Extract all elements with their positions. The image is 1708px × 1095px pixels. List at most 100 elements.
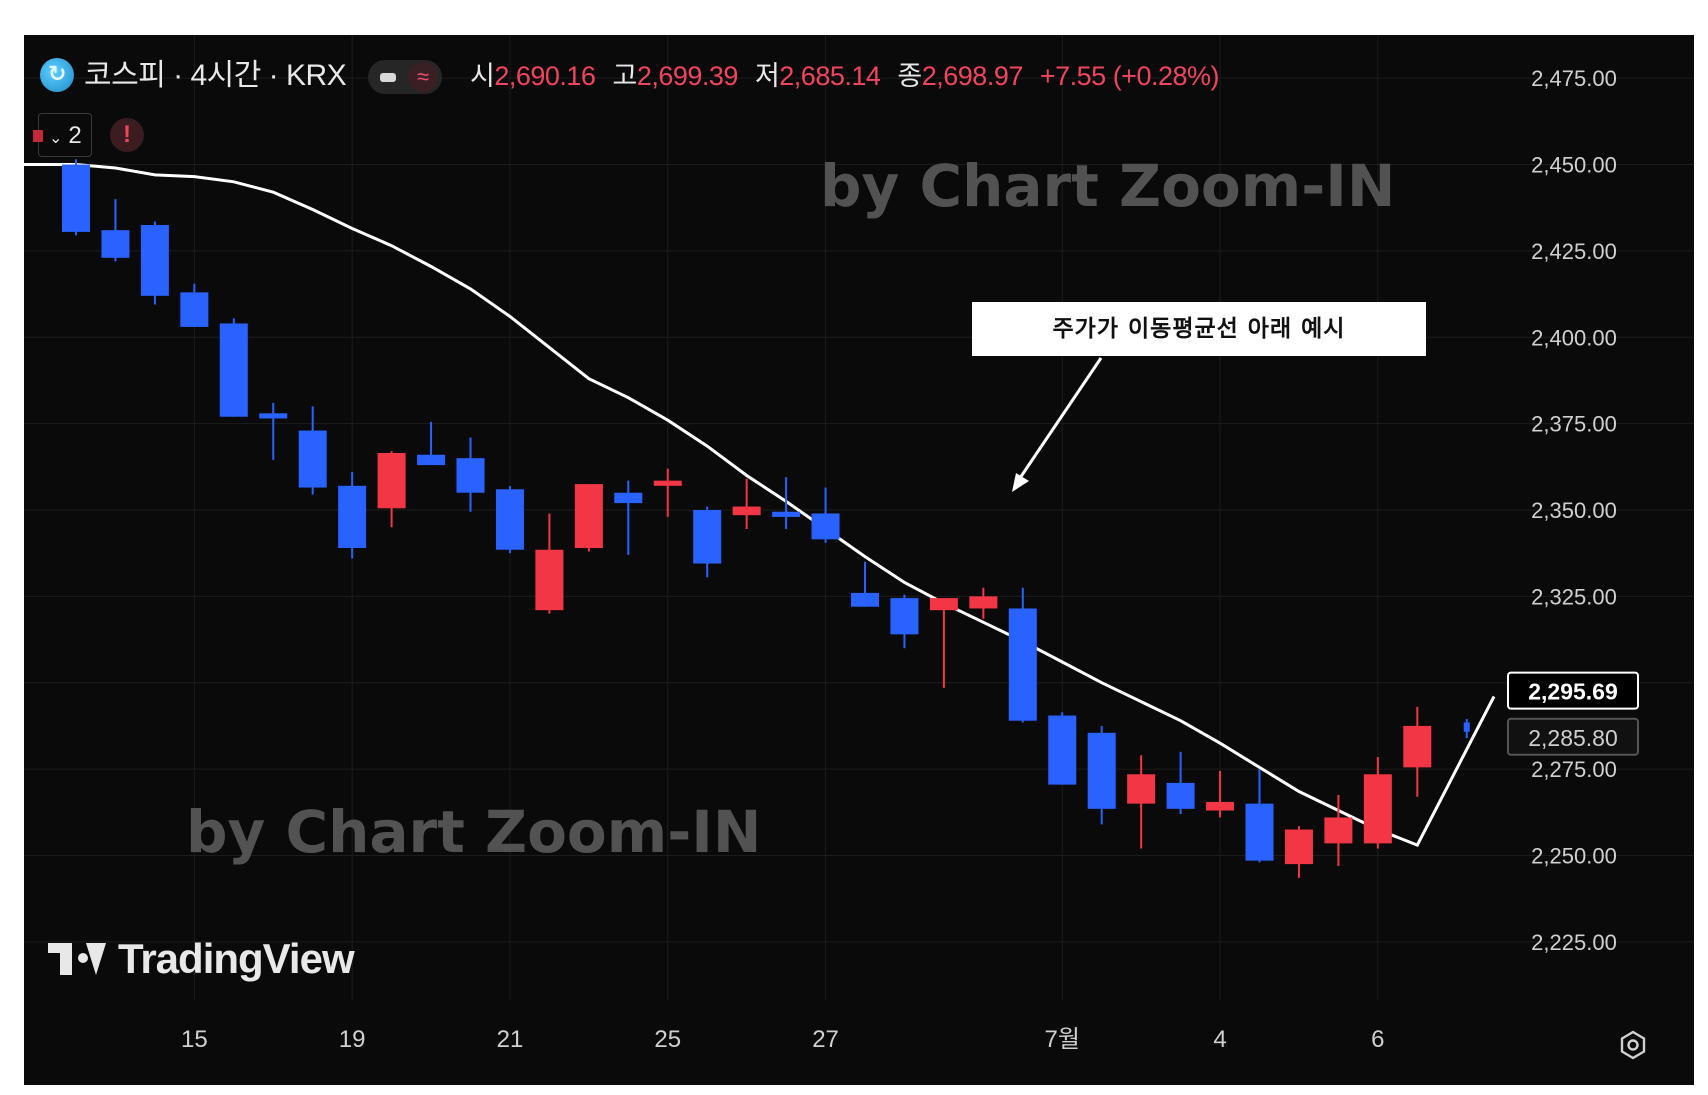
candle-3 bbox=[180, 283, 209, 327]
high-label: 고 bbox=[612, 61, 637, 91]
symbol-logo-icon[interactable]: ↻ bbox=[40, 58, 74, 92]
candle-body bbox=[101, 230, 130, 258]
close-value: 2,698.97 bbox=[921, 61, 1024, 91]
y-tick-label: 2,250.00 bbox=[1531, 843, 1617, 868]
price-axis: 2,225.002,250.002,275.002,300.002,325.00… bbox=[1507, 66, 1639, 955]
candle-32 bbox=[1324, 795, 1353, 866]
candle-body bbox=[574, 484, 603, 548]
symbol-title[interactable]: 코스피 · 4시간 · KRX bbox=[84, 59, 347, 92]
candle-body bbox=[456, 458, 485, 493]
candle-body bbox=[890, 598, 919, 635]
moving-average-layer bbox=[24, 163, 1496, 847]
y-tick-label: 2,425.00 bbox=[1531, 239, 1617, 264]
candle-body bbox=[1048, 715, 1077, 785]
candle-body bbox=[377, 453, 406, 509]
candle-body bbox=[417, 454, 446, 466]
candle-body bbox=[772, 511, 801, 517]
candle-4 bbox=[219, 318, 248, 417]
chart-toggle-group[interactable]: ≈ bbox=[368, 60, 442, 94]
tradingview-mark-icon bbox=[48, 939, 106, 979]
settings-gear-icon[interactable] bbox=[1618, 1030, 1648, 1060]
candle-19 bbox=[811, 487, 840, 543]
candle-6 bbox=[298, 406, 327, 495]
price-label-box-0 bbox=[1507, 671, 1639, 710]
candle-body bbox=[140, 225, 169, 296]
candlestick-chart[interactable]: 2,225.002,250.002,275.002,300.002,325.00… bbox=[24, 35, 1694, 1085]
candle-18 bbox=[772, 477, 801, 529]
y-tick-label: 2,225.00 bbox=[1531, 930, 1617, 955]
candle-body bbox=[1403, 725, 1432, 768]
tradingview-logo[interactable]: TradingView bbox=[48, 935, 355, 983]
candle-body bbox=[1127, 774, 1156, 804]
x-tick-label: 7월 bbox=[1045, 1026, 1080, 1053]
candle-10 bbox=[456, 437, 485, 512]
candle-2 bbox=[140, 221, 169, 305]
minus-icon[interactable] bbox=[380, 72, 396, 82]
candle-body bbox=[1206, 801, 1235, 811]
candle-body bbox=[535, 549, 564, 611]
candle-14 bbox=[614, 480, 643, 555]
candle-30 bbox=[1245, 769, 1274, 863]
candle-body bbox=[1324, 817, 1353, 844]
indicators-collapse-button[interactable]: ⌄ 2 bbox=[33, 113, 92, 157]
candle-28 bbox=[1166, 751, 1195, 814]
candle-27 bbox=[1127, 755, 1156, 849]
y-tick-label: 2,450.00 bbox=[1531, 153, 1617, 178]
candle-25 bbox=[1048, 712, 1077, 785]
price-label-box-1 bbox=[1507, 717, 1639, 756]
open-label: 시 bbox=[470, 61, 495, 91]
candle-34 bbox=[1403, 706, 1432, 797]
candle-20 bbox=[851, 561, 879, 607]
candle-1 bbox=[101, 199, 130, 262]
y-tick-label: 2,475.00 bbox=[1531, 66, 1617, 91]
y-tick-label: 2,350.00 bbox=[1531, 498, 1617, 523]
candle-23 bbox=[969, 587, 998, 619]
annotation-box: 주가가 이동평균선 아래 예시 bbox=[972, 302, 1426, 356]
candle-body bbox=[851, 592, 879, 607]
candle-body bbox=[732, 506, 761, 516]
time-axis: 15 19 21 25 27 7월 4 6 bbox=[181, 1026, 1385, 1053]
candle-29 bbox=[1206, 770, 1235, 818]
y-tick-label: 2,375.00 bbox=[1531, 412, 1617, 437]
change-value: +7.55 (+0.28%) bbox=[1039, 61, 1220, 91]
candle-body bbox=[219, 323, 248, 417]
candle-7 bbox=[338, 472, 367, 559]
open-value: 2,690.16 bbox=[494, 61, 596, 91]
candle-body bbox=[614, 492, 643, 504]
x-tick-label: 21 bbox=[497, 1026, 524, 1053]
candle-24 bbox=[1008, 587, 1037, 723]
alert-icon[interactable]: ! bbox=[110, 118, 144, 152]
price-label-1: 2,285.80 bbox=[1528, 725, 1618, 751]
candle-body bbox=[1087, 732, 1116, 809]
wave-icon[interactable]: ≈ bbox=[408, 62, 438, 92]
y-tick-label: 2,275.00 bbox=[1531, 757, 1617, 782]
candle-5 bbox=[259, 402, 288, 460]
tradingview-wordmark: TradingView bbox=[118, 935, 355, 982]
candle-8 bbox=[377, 451, 406, 528]
candle-body bbox=[495, 489, 524, 550]
chart-frame: 2,225.002,250.002,275.002,300.002,325.00… bbox=[24, 35, 1694, 1085]
candle-13 bbox=[574, 484, 603, 552]
x-tick-label: 27 bbox=[812, 1026, 839, 1053]
low-label: 저 bbox=[754, 61, 780, 91]
candle-body bbox=[180, 292, 209, 327]
price-label-0: 2,295.69 bbox=[1528, 679, 1618, 705]
candle-body bbox=[298, 430, 327, 488]
watermark-bottom: by Chart Zoom-IN bbox=[186, 798, 762, 866]
close-label: 종 bbox=[897, 61, 922, 91]
x-tick-label: 19 bbox=[339, 1026, 366, 1053]
candle-31 bbox=[1284, 826, 1313, 878]
candle-35 bbox=[1463, 719, 1470, 738]
candle-body bbox=[259, 413, 288, 419]
candle-22 bbox=[929, 598, 958, 688]
candle-16 bbox=[693, 506, 722, 578]
annotation-arrow bbox=[1012, 357, 1103, 492]
candle-body bbox=[1245, 803, 1274, 861]
candle-body bbox=[653, 480, 682, 486]
candle-body bbox=[693, 510, 722, 564]
watermark-top: by Chart Zoom-IN bbox=[820, 152, 1396, 220]
candle-21 bbox=[890, 594, 919, 649]
candle-body bbox=[338, 485, 367, 548]
candle-body bbox=[1008, 608, 1037, 721]
candle-9 bbox=[417, 421, 446, 466]
